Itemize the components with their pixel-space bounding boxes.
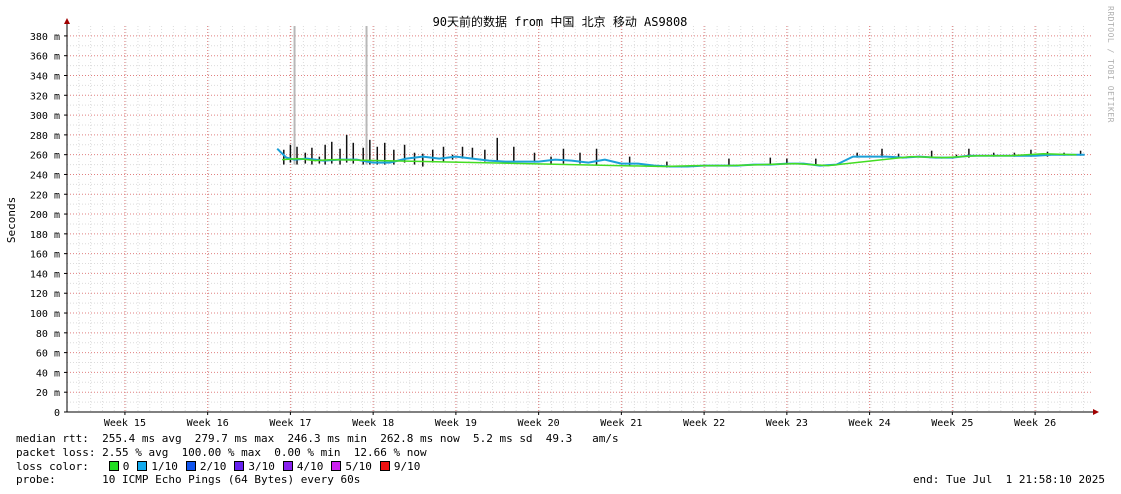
y-tick-label: 0 (54, 408, 60, 419)
loss-color-swatch (331, 461, 342, 471)
y-tick-label: 160 m (30, 250, 60, 261)
loss-color-item: 5/10 (331, 460, 372, 473)
y-tick-label: 360 m (30, 52, 60, 63)
x-tick-label: Week 15 (104, 418, 146, 429)
loss-color-swatch (185, 461, 196, 471)
loss-color-item-label: 4/10 (296, 460, 324, 473)
x-tick-label: Week 20 (518, 418, 560, 429)
probe-line: probe: 10 ICMP Echo Pings (64 Bytes) eve… (16, 473, 361, 486)
median-rtt-line: median rtt: 255.4 ms avg 279.7 ms max 24… (16, 432, 619, 445)
plot-area (276, 26, 1085, 168)
loss-color-swatch (137, 461, 148, 471)
end-timestamp: end: Tue Jul 1 21:58:10 2025 (912, 473, 1105, 486)
loss-color-item: 3/10 (234, 460, 275, 473)
loss-color-swatch (282, 461, 293, 471)
y-tick-label: 120 m (30, 289, 60, 300)
x-tick-label: Week 16 (187, 418, 229, 429)
loss-color-item-label: 0 (122, 460, 130, 473)
y-tick-label: 280 m (30, 131, 60, 142)
loss-color-swatch (379, 461, 390, 471)
loss-color-item-label: 2/10 (199, 460, 227, 473)
loss-color-items: 0 1/10 2/10 3/10 4/10 5/10 9/10 (108, 460, 429, 473)
x-tick-label: Week 24 (849, 418, 891, 429)
y-tick-label: 380 m (30, 32, 60, 43)
loss-color-item-label: 5/10 (345, 460, 372, 473)
loss-color-legend: loss color: 0 1/10 2/10 3/10 4/10 5/10 9/10 (16, 460, 428, 473)
y-tick-label: 200 m (30, 210, 60, 221)
y-tick-label: 320 m (30, 91, 60, 102)
x-tick-label: Week 21 (600, 418, 642, 429)
tick-labels: 0 20 m 40 m 60 m 80 m 100 m 120 m 140 m 160 m 180… (30, 32, 1056, 429)
x-tick-label: Week 22 (683, 418, 725, 429)
x-tick-label: Week 26 (1014, 418, 1056, 429)
x-tick-label: Week 17 (269, 418, 311, 429)
loss-color-swatch (234, 461, 245, 471)
loss-color-label: loss color: (16, 460, 89, 473)
x-tick-label: Week 19 (435, 418, 477, 429)
y-tick-label: 340 m (30, 71, 60, 82)
loss-color-item: 0 (108, 460, 130, 473)
axes (64, 18, 1099, 415)
loss-color-swatch (108, 461, 119, 471)
y-axis-label: Seconds (5, 197, 18, 243)
y-tick-label: 140 m (30, 269, 60, 280)
median-rtt-series (282, 152, 1077, 168)
loss-color-item: 9/10 (379, 460, 421, 473)
y-tick-label: 80 m (36, 329, 60, 340)
x-tick-label: Week 18 (352, 418, 394, 429)
loss-color-item: 4/10 (282, 460, 324, 473)
y-tick-label: 220 m (30, 190, 60, 201)
median-rtt-series (276, 147, 1085, 168)
rrdtool-watermark: RRDTOOL / TOBI OETIKER (1106, 6, 1115, 123)
x-tick-label: Week 23 (766, 418, 808, 429)
latency-chart: 90天前的数据 from 中国 北京 移动 AS9808 Seconds 0 20… (5, 14, 1099, 429)
x-tick-label: Week 25 (931, 418, 973, 429)
grid (66, 26, 1093, 412)
packet-loss-line: packet loss: 2.55 % avg 100.00 % max 0.0… (16, 446, 427, 459)
y-axis-arrow (64, 18, 70, 24)
x-axis-arrow (1093, 409, 1099, 415)
y-tick-label: 240 m (30, 170, 60, 181)
loss-color-item-label: 1/10 (151, 460, 178, 473)
y-tick-label: 60 m (36, 349, 60, 360)
y-tick-label: 180 m (30, 230, 60, 241)
loss-color-item-label: 9/10 (393, 460, 421, 473)
loss-color-item: 2/10 (185, 460, 227, 473)
y-tick-label: 260 m (30, 151, 60, 162)
y-tick-label: 100 m (30, 309, 60, 320)
loss-color-item-label: 3/10 (248, 460, 275, 473)
chart-title: 90天前的数据 from 中国 北京 移动 AS9808 (433, 14, 688, 29)
y-tick-label: 300 m (30, 111, 60, 122)
y-tick-label: 40 m (36, 368, 60, 379)
y-tick-label: 20 m (36, 388, 60, 399)
loss-color-item: 1/10 (137, 460, 178, 473)
